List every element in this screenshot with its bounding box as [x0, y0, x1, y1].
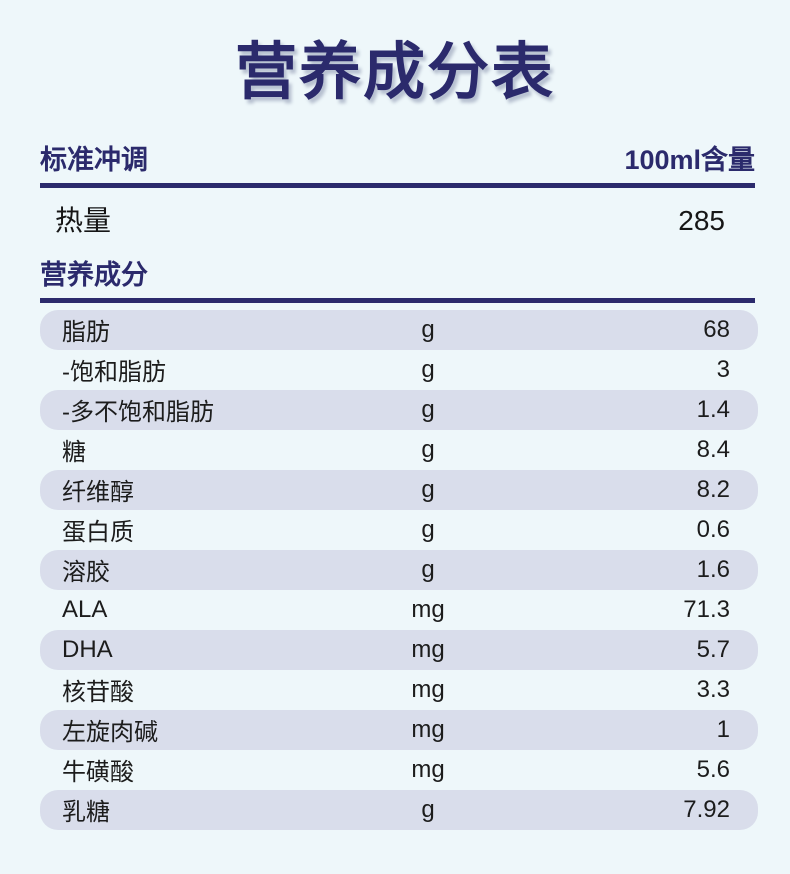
row-value: 8.2	[696, 475, 730, 503]
column-header-right: 100ml含量	[624, 144, 755, 175]
row-unit: mg	[411, 715, 445, 743]
table-row: ALA mg 71.3	[40, 590, 758, 630]
page-title: 营养成分表	[234, 38, 555, 107]
table-row: 溶胶 g 1.6	[40, 549, 758, 590]
energy-label: 热量	[55, 204, 112, 236]
table-row: 纤维醇 g 8.2	[40, 469, 758, 510]
row-unit: mg	[411, 635, 445, 663]
row-value: 3	[716, 355, 730, 383]
row-label: DHA	[62, 635, 113, 663]
section-title: 营养成分	[40, 259, 755, 303]
row-value: 68	[703, 315, 730, 343]
table-row: 糖 g 8.4	[40, 430, 758, 470]
row-value: 5.6	[696, 755, 730, 783]
row-label: ALA	[62, 595, 108, 623]
row-unit: g	[421, 355, 435, 383]
row-label: 核苷酸	[62, 679, 134, 707]
row-label: 蛋白质	[62, 519, 134, 547]
energy-value: 285	[678, 204, 725, 236]
row-label: -饱和脂肪	[62, 359, 166, 387]
row-value: 1.4	[696, 395, 730, 423]
energy-row: 热量 285	[40, 188, 755, 238]
row-value: 71.3	[683, 595, 730, 623]
table-row: -多不饱和脂肪 g 1.4	[40, 389, 758, 430]
table-row: 核苷酸 mg 3.3	[40, 670, 758, 710]
row-unit: g	[421, 395, 435, 423]
table-row: 脂肪 g 68	[40, 309, 758, 350]
row-label: 糖	[62, 439, 86, 467]
row-unit: g	[421, 795, 435, 823]
row-value: 1.6	[696, 555, 730, 583]
row-unit: mg	[411, 755, 445, 783]
column-header: 标准冲调 100ml含量	[40, 144, 755, 188]
row-value: 0.6	[696, 515, 730, 543]
row-value: 3.3	[696, 675, 730, 703]
table-row: 左旋肉碱 mg 1	[40, 709, 758, 750]
row-value: 1	[716, 715, 730, 743]
row-unit: g	[421, 475, 435, 503]
table-row: 牛磺酸 mg 5.6	[40, 750, 758, 790]
row-label: 脂肪	[62, 319, 110, 347]
row-label: 牛磺酸	[62, 759, 134, 787]
row-unit: g	[421, 555, 435, 583]
table-row: 乳糖 g 7.92	[40, 789, 758, 830]
table-row: 蛋白质 g 0.6	[40, 510, 758, 550]
table-row: -饱和脂肪 g 3	[40, 350, 758, 390]
row-unit: g	[421, 515, 435, 543]
row-value: 8.4	[696, 435, 730, 463]
row-value: 7.92	[683, 795, 730, 823]
row-label: 纤维醇	[62, 479, 134, 507]
row-label: -多不饱和脂肪	[62, 399, 214, 427]
row-value: 5.7	[696, 635, 730, 663]
row-unit: g	[421, 315, 435, 343]
row-label: 溶胶	[62, 559, 110, 587]
nutrient-table: 脂肪 g 68 -饱和脂肪 g 3 -多不饱和脂肪 g 1.4 糖 g 8.4 …	[40, 309, 758, 830]
table-row: DHA mg 5.7	[40, 629, 758, 670]
row-label: 左旋肉碱	[62, 719, 158, 747]
row-unit: g	[421, 435, 435, 463]
column-header-left: 标准冲调	[40, 144, 148, 175]
row-unit: mg	[411, 675, 445, 703]
row-label: 乳糖	[62, 799, 110, 827]
row-unit: mg	[411, 595, 445, 623]
